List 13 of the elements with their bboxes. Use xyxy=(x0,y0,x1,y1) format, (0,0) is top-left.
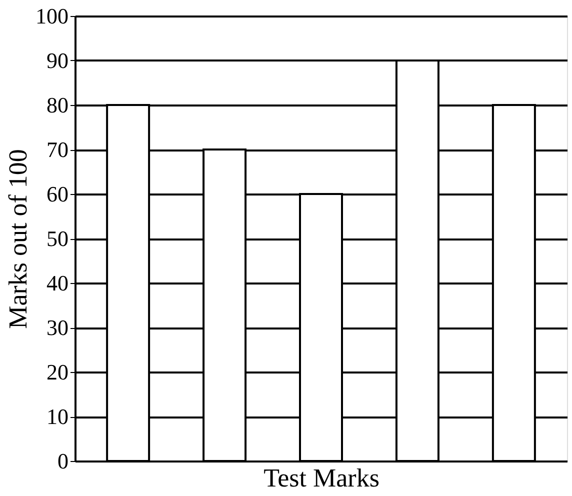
y-tick-label: 30 xyxy=(46,315,68,340)
y-tick-label: 40 xyxy=(46,270,68,296)
y-tick-label: 0 xyxy=(58,448,68,474)
y-tick-label: 60 xyxy=(46,182,68,206)
y-axis-title: Marks out of 100 xyxy=(4,149,32,329)
y-tick-label: 100 xyxy=(36,4,68,28)
y-tick-label: 20 xyxy=(46,360,68,384)
y-tick-label: 50 xyxy=(46,226,68,251)
y-tick-label: 70 xyxy=(46,137,68,162)
y-tick-label: 10 xyxy=(46,404,68,429)
y-tick-label: 90 xyxy=(46,48,68,73)
x-axis-title: Test Marks xyxy=(264,464,380,492)
y-tick-label: 80 xyxy=(46,92,68,118)
